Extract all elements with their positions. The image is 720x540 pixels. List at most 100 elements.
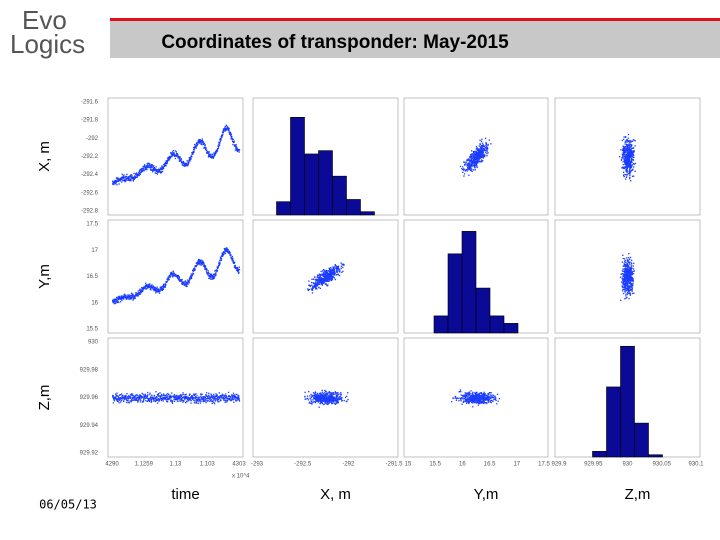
point [211, 156, 213, 158]
point [126, 395, 128, 398]
point [119, 401, 122, 403]
point [118, 398, 120, 401]
point [316, 278, 319, 281]
point [186, 401, 188, 403]
point [337, 399, 339, 401]
point [139, 169, 141, 171]
point [123, 398, 126, 401]
point [115, 396, 117, 398]
point [634, 162, 637, 165]
point [226, 399, 228, 402]
point [622, 292, 625, 295]
point [139, 171, 141, 174]
point [485, 143, 488, 145]
point [625, 293, 627, 295]
point [323, 396, 325, 399]
point [326, 401, 329, 404]
point [196, 396, 198, 399]
point [149, 283, 151, 285]
point [495, 399, 497, 401]
point [467, 168, 469, 170]
point [231, 255, 234, 258]
point [218, 396, 220, 398]
point [190, 399, 192, 402]
point [624, 267, 626, 270]
point [331, 273, 333, 275]
point [201, 143, 203, 146]
point [192, 269, 195, 272]
point [172, 154, 175, 156]
point [238, 400, 241, 402]
point [328, 402, 330, 404]
point [480, 149, 482, 152]
point [178, 398, 181, 400]
point [184, 281, 187, 283]
point [321, 282, 323, 284]
point [630, 161, 632, 163]
point [183, 400, 185, 402]
point [624, 260, 626, 263]
point [187, 163, 189, 166]
point [215, 274, 217, 276]
point [151, 169, 153, 171]
point [312, 288, 314, 290]
point [178, 279, 180, 281]
point [487, 398, 489, 401]
point [319, 281, 321, 284]
point [184, 402, 187, 404]
point [133, 396, 136, 399]
point [628, 276, 630, 278]
point [146, 396, 148, 398]
point [471, 156, 473, 159]
point [181, 283, 183, 285]
point [322, 272, 324, 274]
point [462, 169, 465, 171]
point [118, 183, 120, 185]
point [127, 179, 129, 181]
point [140, 291, 143, 293]
point [224, 401, 226, 403]
point [491, 400, 494, 402]
point [315, 278, 318, 280]
point [627, 259, 629, 261]
point [171, 392, 173, 394]
point [332, 272, 334, 274]
point [202, 400, 205, 403]
point [619, 299, 622, 301]
point [228, 250, 230, 253]
point [620, 149, 622, 151]
point [629, 156, 632, 159]
column-label: Y,m [474, 486, 499, 503]
point [183, 397, 186, 399]
point [339, 270, 341, 272]
point [623, 154, 625, 156]
point [625, 297, 627, 299]
point [627, 156, 630, 159]
point [337, 268, 340, 270]
point [156, 286, 158, 288]
point [629, 166, 631, 169]
point [332, 400, 334, 403]
point [170, 399, 172, 401]
point [336, 267, 338, 269]
point [326, 271, 328, 274]
point [622, 148, 624, 151]
point [325, 270, 328, 273]
point [204, 146, 207, 148]
point [327, 392, 329, 394]
point [486, 146, 489, 149]
point [200, 394, 202, 396]
point [622, 161, 624, 163]
point [213, 152, 215, 154]
point [129, 175, 131, 177]
point [320, 402, 322, 404]
point [460, 394, 462, 396]
point [329, 393, 332, 395]
point [488, 399, 490, 401]
point [486, 148, 488, 150]
point [347, 392, 349, 394]
point [481, 153, 483, 156]
point [207, 397, 209, 399]
point [312, 282, 314, 284]
point [320, 396, 322, 399]
